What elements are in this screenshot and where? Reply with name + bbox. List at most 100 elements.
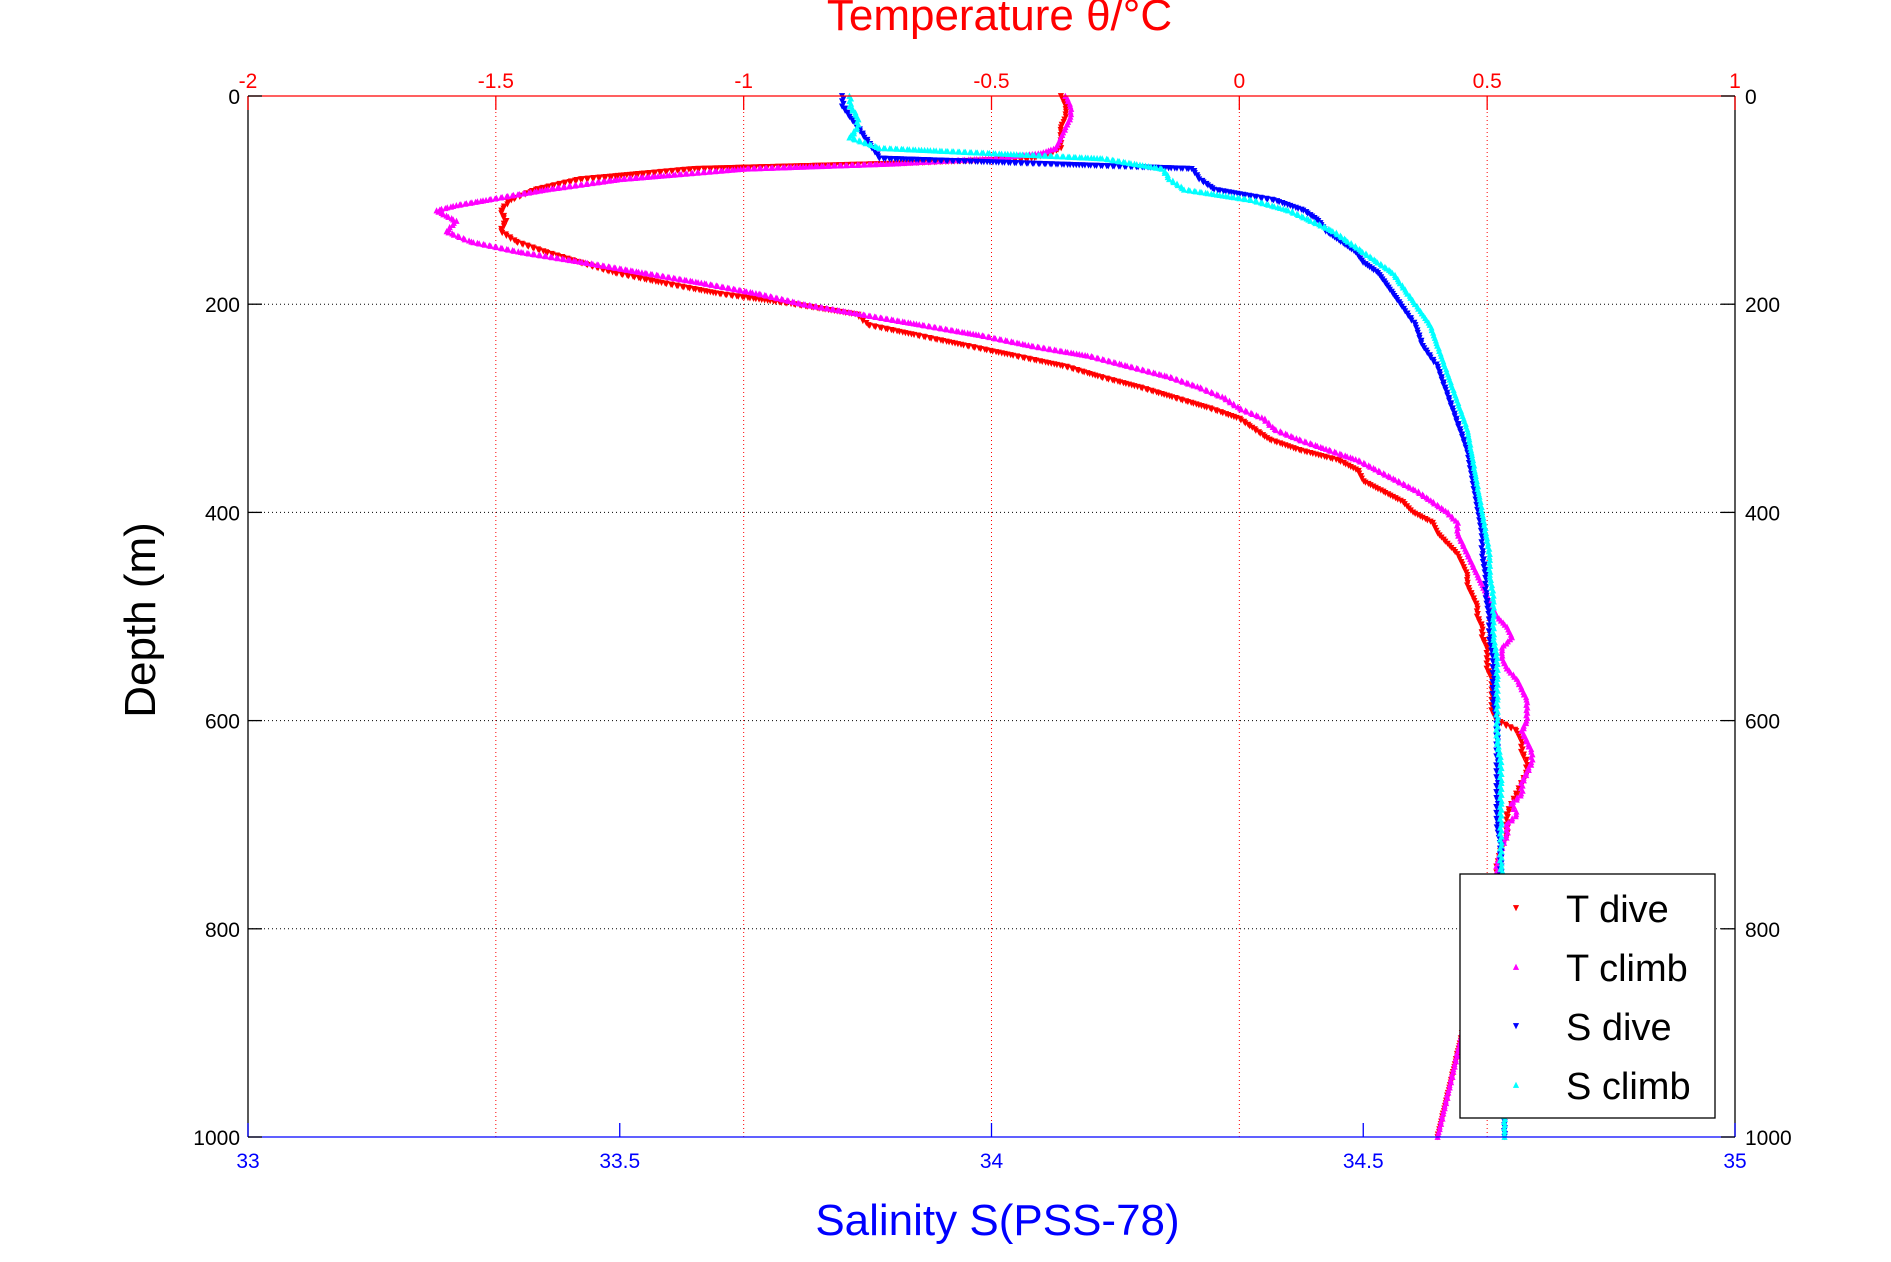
data-point — [812, 163, 819, 170]
data-point — [1013, 160, 1020, 167]
data-point — [1047, 346, 1054, 353]
data-point — [872, 323, 879, 331]
data-point — [1278, 429, 1285, 436]
data-point — [1254, 413, 1262, 420]
data-point — [866, 161, 873, 168]
data-point — [882, 155, 889, 162]
data-point — [1381, 471, 1389, 478]
data-point — [1042, 152, 1049, 159]
data-point — [470, 239, 477, 246]
data-point — [588, 180, 595, 187]
data-point — [819, 304, 826, 311]
data-point — [1118, 361, 1125, 368]
data-point — [867, 312, 874, 319]
data-point — [980, 149, 987, 156]
data-point — [900, 145, 907, 153]
data-point — [1173, 165, 1181, 172]
data-point — [1054, 153, 1061, 160]
data-point — [1170, 178, 1177, 186]
data-point — [856, 310, 863, 318]
data-point — [1100, 356, 1108, 363]
data-point — [720, 283, 727, 291]
data-point — [986, 149, 993, 157]
data-point — [1018, 160, 1026, 167]
data-point — [566, 178, 573, 186]
y-axis-title: Depth (m) — [116, 522, 165, 718]
data-point — [714, 282, 721, 290]
data-point — [779, 296, 786, 303]
data-point — [583, 175, 590, 183]
data-point — [1308, 440, 1315, 448]
data-point — [548, 185, 555, 192]
data-point — [525, 250, 532, 257]
data-point — [802, 301, 809, 308]
data-point — [1152, 370, 1159, 377]
data-point — [487, 242, 494, 249]
data-point — [1140, 367, 1147, 374]
data-point — [986, 333, 993, 341]
data-point — [1168, 374, 1175, 381]
data-point — [1285, 207, 1292, 214]
data-point — [1338, 234, 1345, 241]
data-point — [1478, 545, 1485, 552]
data-point — [1027, 356, 1034, 363]
right-tick-label: 800 — [1745, 919, 1780, 942]
data-point — [1445, 511, 1453, 518]
data-point — [938, 325, 945, 332]
data-point — [1493, 768, 1500, 775]
data-point — [1406, 484, 1414, 491]
data-point — [560, 255, 568, 263]
data-point — [878, 314, 885, 321]
data-point — [450, 231, 458, 238]
top-tick-label: 0 — [1233, 70, 1245, 93]
data-point — [723, 167, 730, 174]
data-point — [796, 300, 803, 307]
data-point — [921, 322, 928, 329]
data-point — [1493, 803, 1500, 811]
data-point — [1174, 181, 1181, 189]
data-point — [1190, 382, 1197, 389]
data-point — [1004, 337, 1011, 344]
data-point — [1376, 468, 1384, 475]
data-point — [1272, 427, 1280, 434]
data-point — [503, 193, 510, 200]
data-point — [595, 261, 602, 268]
data-point — [1122, 159, 1129, 166]
data-point — [1482, 580, 1489, 588]
data-point — [868, 141, 875, 149]
data-point — [744, 165, 751, 172]
data-point — [1482, 574, 1489, 582]
data-point — [961, 329, 968, 336]
data-point — [1479, 548, 1487, 555]
data-point — [731, 286, 738, 293]
data-point — [583, 180, 590, 187]
data-point — [1314, 442, 1321, 450]
data-point — [1520, 732, 1527, 740]
data-point — [1153, 164, 1160, 171]
data-point — [1001, 159, 1008, 166]
data-point — [705, 168, 713, 175]
left-tick-label: 800 — [205, 919, 240, 942]
data-point — [589, 260, 596, 267]
data-point — [1520, 777, 1527, 784]
legend-label: S climb — [1566, 1066, 1691, 1108]
data-point — [700, 165, 707, 172]
data-point — [1099, 162, 1106, 170]
data-point — [962, 148, 969, 155]
data-point — [1503, 834, 1510, 841]
data-point — [560, 184, 567, 191]
data-point — [1042, 161, 1049, 168]
data-point — [1493, 809, 1500, 817]
data-point — [1127, 160, 1135, 167]
data-point — [890, 316, 897, 323]
data-point — [1087, 162, 1094, 169]
data-point — [791, 298, 798, 306]
data-point — [565, 183, 573, 190]
data-point — [756, 165, 763, 172]
data-point — [785, 164, 792, 171]
data-point — [1352, 456, 1359, 463]
data-point — [729, 292, 736, 300]
data-point — [711, 168, 718, 175]
data-point — [1523, 771, 1530, 779]
data-point — [1510, 805, 1517, 812]
